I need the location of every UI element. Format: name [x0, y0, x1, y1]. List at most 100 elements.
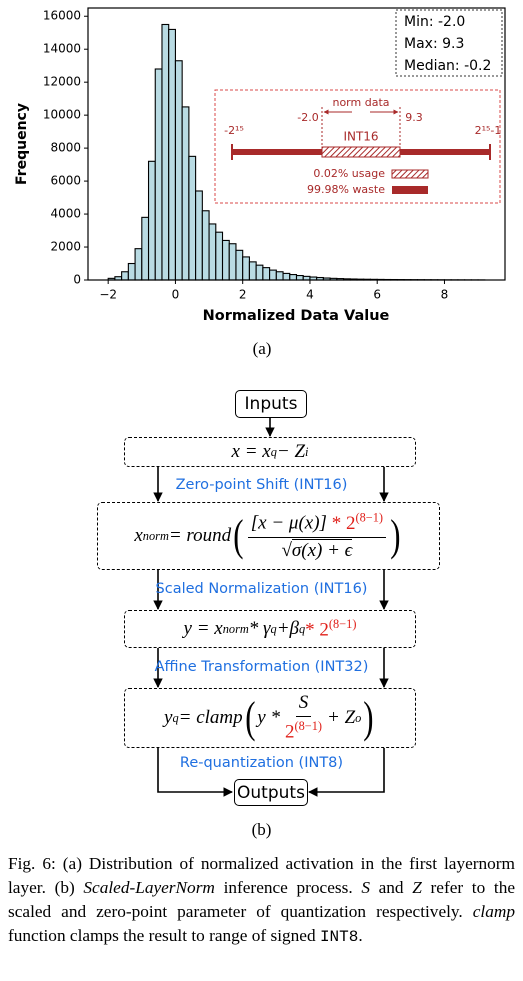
norm-max: 9.3 — [405, 111, 423, 124]
bar — [242, 256, 250, 281]
caption-text: INT8 — [319, 928, 359, 946]
arrow — [308, 748, 385, 797]
y-tick-label: 14000 — [43, 42, 81, 56]
formula-part: − Z — [276, 441, 306, 462]
formula-part: [x − μ(x)] — [250, 512, 332, 534]
legend-usage: 0.02% usage — [313, 167, 385, 180]
bar — [168, 28, 176, 281]
formula-part: (8−1) — [294, 719, 323, 734]
bar — [248, 261, 257, 281]
norm-range — [321, 146, 401, 158]
axes-frame — [87, 7, 506, 281]
formula-part: 2 — [284, 721, 295, 743]
caption-text: clamp — [472, 902, 515, 921]
histogram-chart: 0 2000 4000 6000 8000 10000 12000 14000 16000 −2 0… — [14, 7, 506, 358]
formula-box: x norm = round ( [x − μ(x)] * 2(8−1) √σ(x… — [97, 502, 440, 570]
bar — [141, 216, 150, 281]
formula-part: norm — [222, 621, 249, 636]
step-label: Affine Transformation (INT32) — [154, 659, 369, 675]
caption-text: and — [369, 878, 413, 897]
inset: norm data -2.0 9.3 INT16 -2¹⁵ 2¹⁵-1 0.02… — [214, 89, 501, 204]
formula-part: (8−1) — [328, 616, 357, 631]
formula-part: y — [164, 707, 173, 728]
bar — [235, 249, 244, 281]
formula-part: + Z — [327, 707, 356, 728]
caption-text: inference process. — [214, 878, 362, 897]
formula-part: (8−1) — [355, 510, 383, 525]
subfigure-caption: (b) — [251, 820, 272, 839]
formula-part: * 2 — [331, 512, 356, 534]
x-tick-label: −2 — [99, 288, 117, 302]
bar — [215, 231, 224, 281]
formula-part: q — [299, 621, 306, 636]
bar — [275, 271, 284, 281]
stats-box — [395, 9, 503, 77]
stats-text: Min: -2.0 — [404, 14, 465, 30]
step-label: Scaled Normalization (INT16) — [155, 581, 368, 597]
bar — [262, 267, 271, 281]
bar — [154, 68, 163, 281]
formula-part: x — [134, 525, 143, 546]
bar — [121, 271, 129, 281]
bar — [282, 272, 291, 281]
norm-min: -2.0 — [297, 111, 318, 124]
bar — [269, 269, 277, 281]
y-tick-label: 8000 — [50, 141, 81, 155]
legend-waste-swatch — [392, 186, 428, 194]
formula-part: q — [270, 444, 277, 459]
caption-text: Z — [412, 878, 422, 897]
caption-text: Scaled-LayerNorm — [83, 878, 215, 897]
caption-text: S — [361, 878, 370, 897]
bar — [181, 106, 190, 281]
bar — [188, 155, 197, 281]
formula-part: S — [295, 692, 312, 718]
stats-text: Median: -0.2 — [404, 58, 491, 74]
diagram-arrows — [153, 418, 389, 797]
legend-usage-swatch — [391, 169, 429, 179]
y-axis-label: Frequency — [14, 103, 30, 185]
step-label: Zero-point Shift (INT16) — [175, 477, 348, 493]
stats-text: Max: 9.3 — [404, 36, 464, 52]
formula-part: o — [355, 710, 362, 725]
caption-text: function clamps the result to range of s… — [8, 926, 320, 945]
bar — [208, 223, 217, 281]
y-tick-label: 4000 — [50, 207, 81, 221]
formula-part: = clamp — [178, 707, 243, 728]
y-tick-label: 10000 — [43, 108, 81, 122]
caption-text: refer to the scaled and zero-point param… — [8, 878, 516, 921]
int-label: INT16 — [343, 130, 378, 144]
range-end — [231, 144, 233, 160]
range-end — [489, 144, 491, 160]
formula-part: * γ — [248, 618, 271, 639]
x-tick-label: 4 — [306, 288, 314, 302]
y-tick-label: 2000 — [50, 240, 81, 254]
x-tick-label: 0 — [172, 288, 180, 302]
outputs-node: Outputs — [234, 779, 308, 806]
range-low: -2¹⁵ — [224, 124, 244, 137]
bar — [221, 239, 230, 281]
bar — [147, 160, 156, 281]
formula-part: σ(x) + ϵ — [291, 538, 353, 561]
bar — [255, 264, 264, 281]
legend-waste: 99.98% waste — [307, 183, 385, 196]
formula-part: = round — [168, 525, 232, 546]
x-tick-label: 8 — [441, 288, 449, 302]
formula-part: * 2 — [305, 619, 329, 641]
bar — [161, 23, 170, 281]
inputs-node: Inputs — [235, 390, 307, 418]
formula-part: y = x — [183, 618, 223, 639]
norm-label: norm data — [332, 96, 389, 109]
caption-text: Fig. 6: (a) Distribution of normalized a… — [8, 854, 515, 897]
bar — [228, 243, 237, 281]
bar — [134, 248, 143, 281]
formula-part: q — [270, 621, 277, 636]
formula-part: x = x — [231, 441, 271, 462]
formula-part: i — [305, 444, 309, 459]
x-tick-label: 6 — [373, 288, 381, 302]
y-tick-label: 12000 — [43, 75, 81, 89]
bar — [195, 190, 203, 281]
formula-part: √ — [281, 539, 292, 561]
bar — [201, 210, 210, 281]
